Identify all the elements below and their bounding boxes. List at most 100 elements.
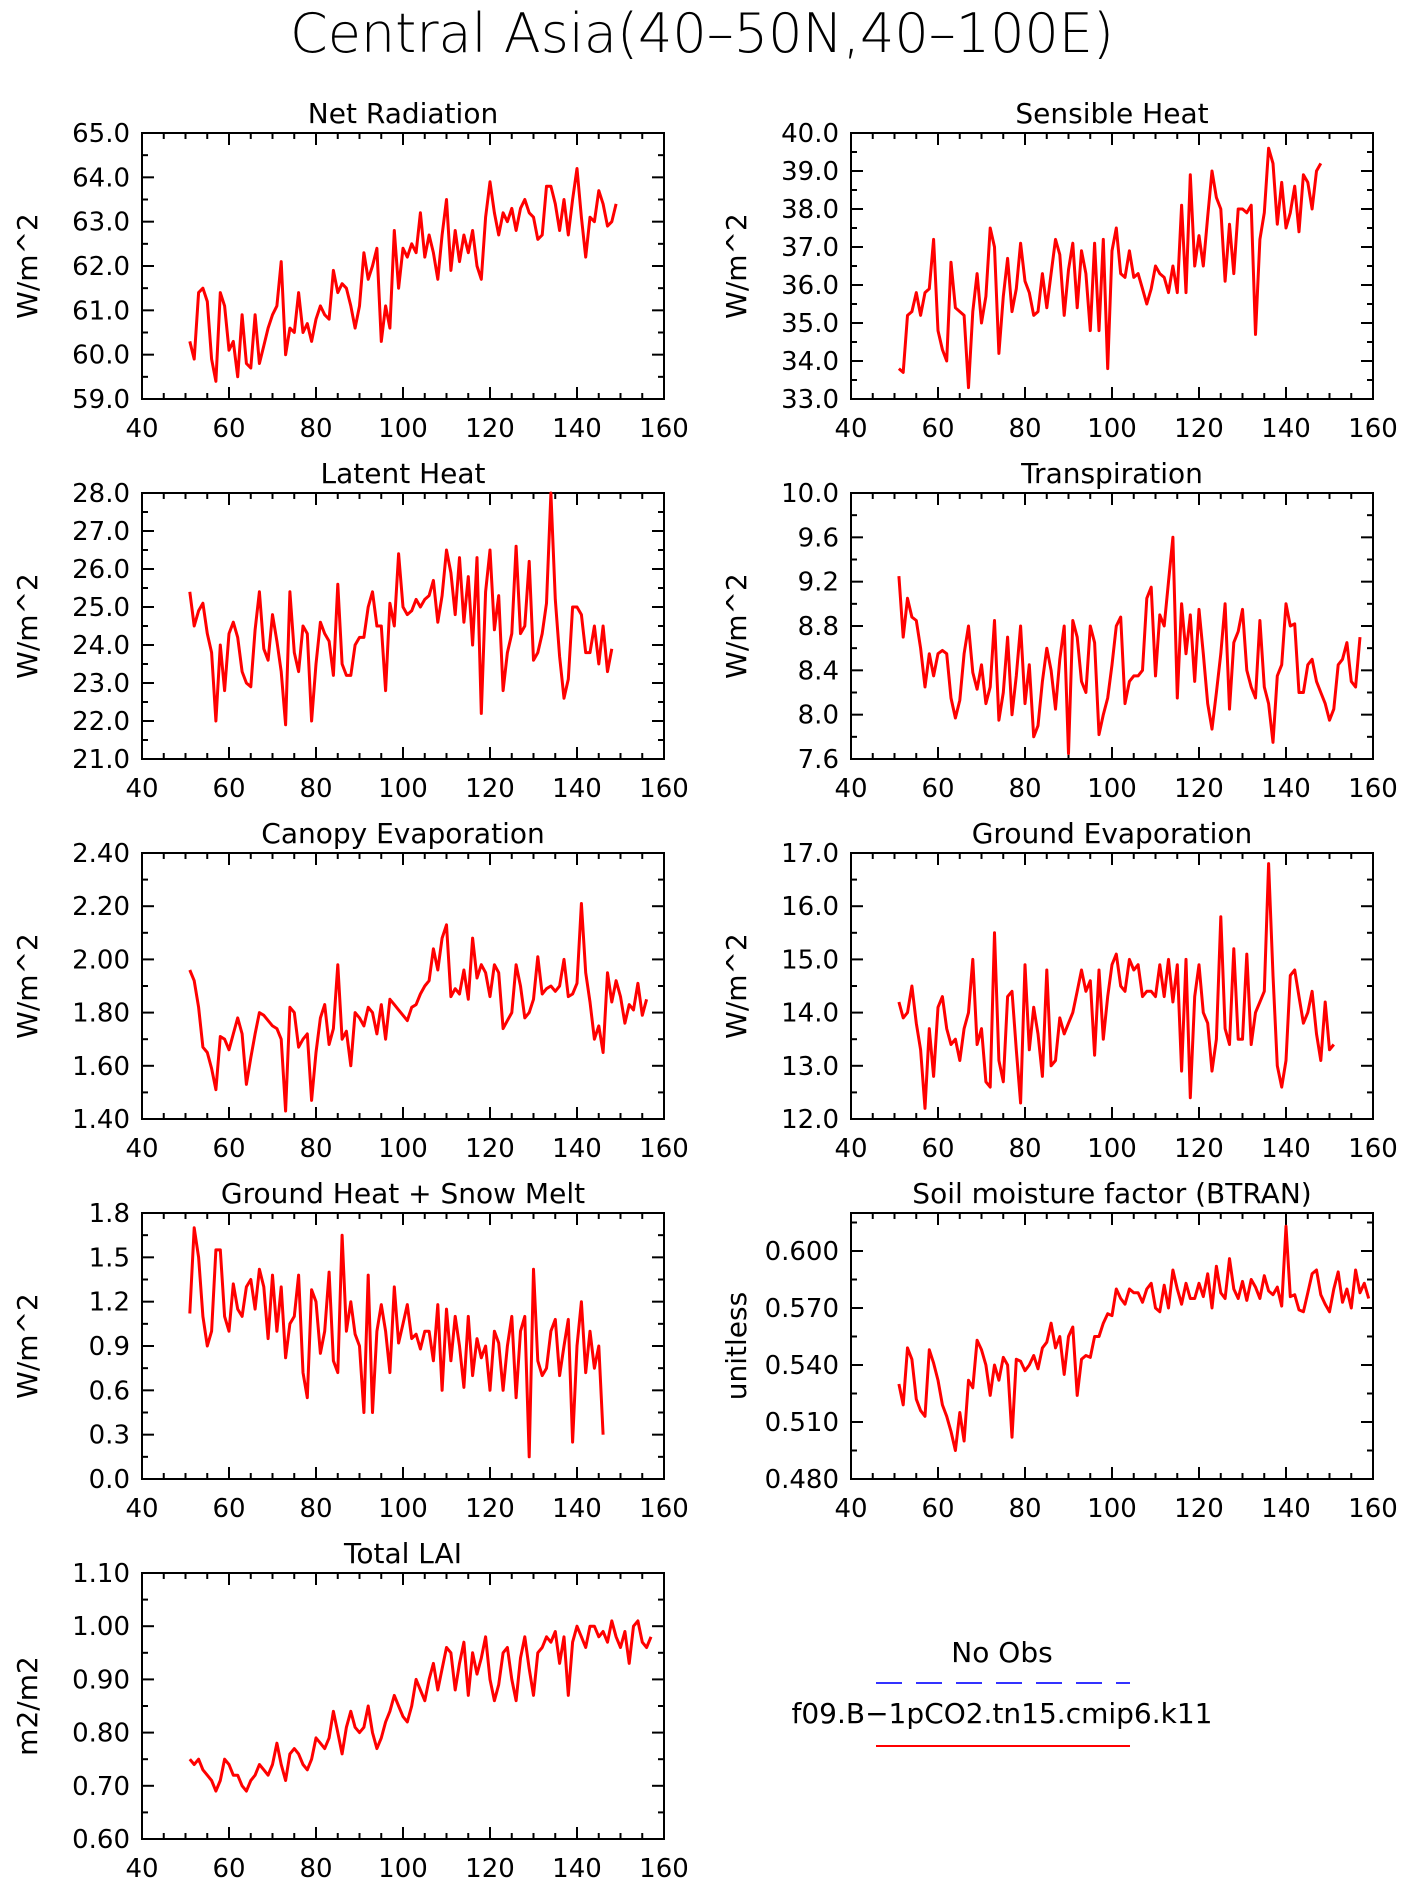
y-tick-label: 1.10 (72, 1559, 130, 1589)
x-tick-label: 120 (465, 1494, 515, 1524)
x-tick-label: 120 (1174, 1134, 1224, 1164)
x-tick-label: 40 (125, 1494, 158, 1524)
y-tick-label: 8.4 (798, 656, 839, 686)
y-axis-label: W/m^2 (11, 933, 44, 1039)
y-tick-label: 8.0 (798, 701, 839, 731)
legend-obs-label: No Obs (951, 1636, 1052, 1669)
y-tick-label: 8.8 (798, 612, 839, 642)
series-line (188, 167, 618, 383)
chart-panel: Canopy Evaporation W/m^2 40 60 80 100 120 140 16… (11, 817, 689, 1164)
y-tick-label: 40.0 (781, 119, 839, 149)
panel-title: Latent Heat (320, 457, 485, 490)
chart-panel: Ground Evaporation W/m^2 40 60 80 100 120 140 16… (720, 817, 1398, 1164)
x-tick-label: 60 (212, 1494, 245, 1524)
panel-title: Transpiration (1020, 457, 1203, 490)
x-tick-label: 80 (1008, 414, 1041, 444)
panel-title: Canopy Evaporation (261, 817, 544, 850)
chart-panel: Soil moisture factor (BTRAN) unitless 40 60… (720, 1177, 1398, 1524)
chart-panel: Latent Heat W/m^2 40 60 80 100 120 140 160 21.0 22… (11, 457, 689, 804)
x-tick-label: 140 (1261, 1134, 1311, 1164)
x-tick-label: 60 (921, 414, 954, 444)
y-tick-label: 17.0 (781, 839, 839, 869)
x-tick-label: 60 (921, 1494, 954, 1524)
y-tick-label: 12.0 (781, 1105, 839, 1135)
x-tick-label: 40 (125, 414, 158, 444)
x-tick-label: 60 (212, 1854, 245, 1884)
x-tick-label: 40 (834, 774, 867, 804)
series-line (188, 1619, 653, 1793)
x-tick-label: 160 (639, 1494, 689, 1524)
x-tick-label: 100 (378, 1494, 428, 1524)
x-tick-label: 60 (921, 774, 954, 804)
chart-panel: Total LAI m2/m2 40 60 80 100 120 140 160 0.60 0.70… (11, 1537, 689, 1884)
x-tick-label: 100 (1087, 1134, 1137, 1164)
plot-frame (141, 132, 665, 400)
y-tick-label: 2.20 (72, 892, 130, 922)
x-tick-label: 60 (921, 1134, 954, 1164)
y-tick-label: 9.2 (798, 568, 839, 598)
x-tick-label: 160 (639, 414, 689, 444)
y-tick-label: 0.570 (765, 1294, 839, 1324)
y-axis-label: W/m^2 (11, 1293, 44, 1399)
y-tick-label: 0.80 (72, 1719, 130, 1749)
x-tick-label: 40 (125, 1854, 158, 1884)
x-tick-label: 120 (1174, 1494, 1224, 1524)
x-tick-label: 140 (552, 1494, 602, 1524)
y-tick-label: 1.2 (89, 1288, 130, 1318)
y-tick-label: 22.0 (72, 707, 130, 737)
x-tick-label: 100 (1087, 414, 1137, 444)
y-tick-label: 15.0 (781, 945, 839, 975)
x-tick-label: 80 (1008, 774, 1041, 804)
y-axis-label: W/m^2 (720, 933, 753, 1039)
x-tick-label: 140 (1261, 414, 1311, 444)
y-tick-label: 59.0 (72, 385, 130, 415)
y-tick-label: 0.6 (89, 1376, 130, 1406)
y-tick-label: 0.70 (72, 1772, 130, 1802)
y-tick-label: 38.0 (781, 195, 839, 225)
y-tick-label: 0.90 (72, 1665, 130, 1695)
x-tick-label: 120 (465, 1854, 515, 1884)
y-tick-label: 7.6 (798, 745, 839, 775)
x-tick-label: 160 (639, 1854, 689, 1884)
x-tick-label: 80 (1008, 1134, 1041, 1164)
x-tick-label: 120 (465, 774, 515, 804)
x-tick-label: 100 (378, 1854, 428, 1884)
y-tick-label: 23.0 (72, 669, 130, 699)
y-axis-label: m2/m2 (11, 1656, 44, 1756)
y-tick-label: 1.80 (72, 999, 130, 1029)
x-tick-label: 160 (1348, 774, 1398, 804)
figure-title: Central Asia(40–50N,40–100E) (290, 2, 1114, 65)
y-tick-label: 61.0 (72, 296, 130, 326)
y-tick-label: 35.0 (781, 309, 839, 339)
chart-panels: Net Radiation W/m^2 40 60 80 100 120 140 160 59.0… (11, 97, 1398, 1884)
x-tick-label: 80 (299, 1134, 332, 1164)
y-axis-label: W/m^2 (720, 573, 753, 679)
y-tick-label: 13.0 (781, 1052, 839, 1082)
y-tick-label: 0.540 (765, 1351, 839, 1381)
series-line (897, 862, 1335, 1110)
y-tick-label: 2.40 (72, 839, 130, 869)
x-tick-label: 120 (465, 1134, 515, 1164)
chart-panel: Net Radiation W/m^2 40 60 80 100 120 140 160 59.0… (11, 97, 689, 444)
legend-model-label: f09.B−1pCO2.tn15.cmip6.k11 (792, 1697, 1213, 1730)
y-tick-label: 0.0 (89, 1465, 130, 1495)
x-tick-label: 60 (212, 1134, 245, 1164)
series-line (188, 902, 649, 1113)
x-tick-label: 40 (125, 1134, 158, 1164)
y-tick-label: 39.0 (781, 157, 839, 187)
x-tick-label: 160 (1348, 414, 1398, 444)
y-tick-label: 24.0 (72, 631, 130, 661)
panel-title: Ground Heat + Snow Melt (221, 1177, 585, 1210)
y-tick-label: 9.6 (798, 523, 839, 553)
y-tick-label: 27.0 (72, 517, 130, 547)
y-axis-label: W/m^2 (11, 213, 44, 319)
x-tick-label: 120 (1174, 774, 1224, 804)
y-tick-label: 60.0 (72, 341, 130, 371)
x-tick-label: 140 (1261, 774, 1311, 804)
y-tick-label: 36.0 (781, 271, 839, 301)
plot-frame (850, 852, 1374, 1120)
y-tick-label: 33.0 (781, 385, 839, 415)
x-tick-label: 40 (834, 1494, 867, 1524)
